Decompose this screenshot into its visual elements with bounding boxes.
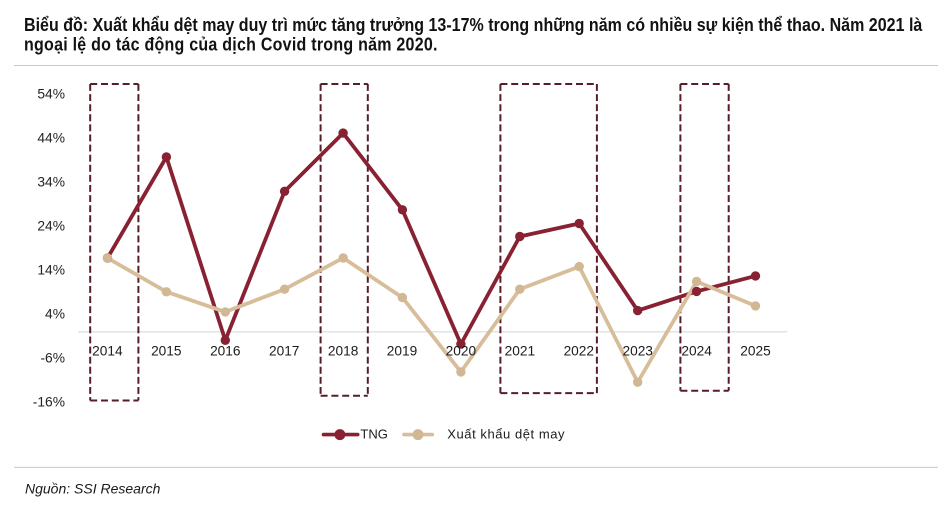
svg-text:2014: 2014	[92, 344, 123, 359]
svg-text:2020: 2020	[446, 344, 477, 359]
svg-text:2024: 2024	[681, 344, 712, 359]
svg-text:-16%: -16%	[33, 395, 65, 410]
svg-text:2021: 2021	[505, 344, 535, 359]
svg-text:2015: 2015	[151, 344, 182, 359]
svg-text:2025: 2025	[740, 344, 771, 359]
svg-text:2018: 2018	[328, 344, 359, 359]
svg-text:2016: 2016	[210, 344, 241, 359]
svg-text:2023: 2023	[622, 344, 653, 359]
svg-text:44%: 44%	[37, 131, 65, 146]
svg-text:2019: 2019	[387, 344, 417, 359]
svg-text:Nguồn: SSI Research: Nguồn: SSI Research	[25, 481, 161, 497]
svg-text:-6%: -6%	[40, 351, 65, 366]
svg-text:4%: 4%	[45, 307, 65, 322]
svg-text:2022: 2022	[564, 344, 594, 359]
svg-text:34%: 34%	[37, 175, 65, 190]
svg-text:TNG: TNG	[360, 427, 387, 442]
svg-text:24%: 24%	[37, 219, 65, 234]
svg-text:Xuất khẩu dệt may: Xuất khẩu dệt may	[447, 427, 565, 442]
svg-text:2017: 2017	[269, 344, 299, 359]
svg-text:14%: 14%	[37, 263, 65, 278]
svg-text:54%: 54%	[37, 87, 65, 102]
